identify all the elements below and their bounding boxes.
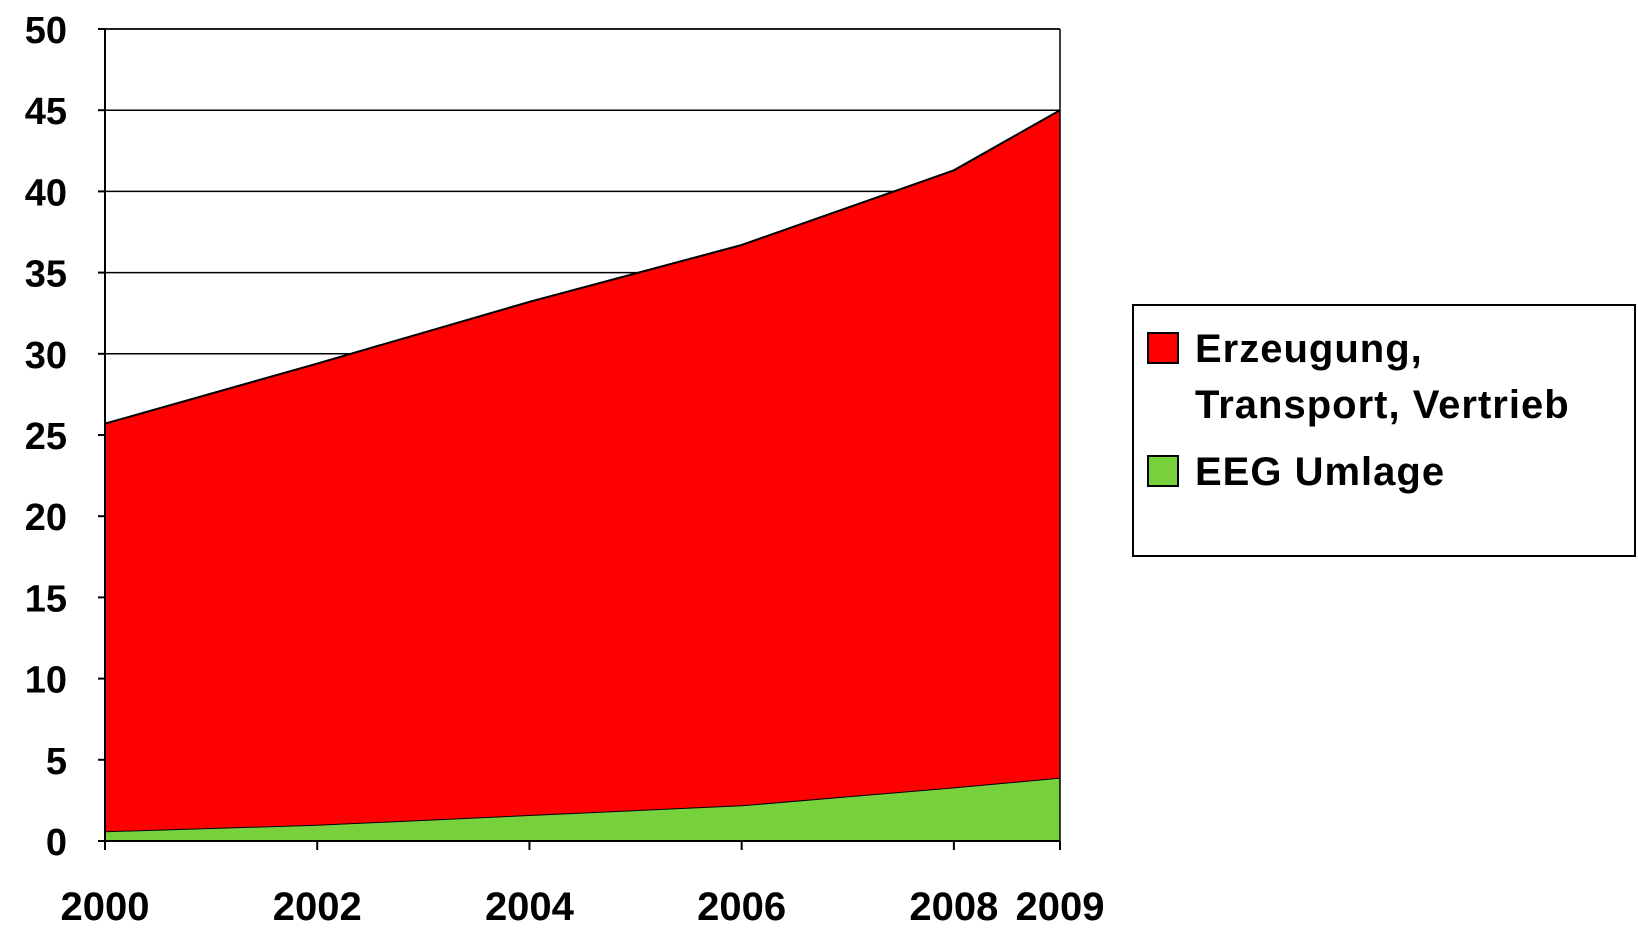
y-tick-label-15: 15 <box>25 578 67 620</box>
x-tick-label-2008: 2008 <box>909 885 998 929</box>
y-tick-label-30: 30 <box>25 335 67 377</box>
x-tick-label-2000: 2000 <box>61 885 150 929</box>
x-tick-label-2009: 2009 <box>1016 885 1105 929</box>
legend-label-eeg-umlage: EEG Umlage <box>1195 450 1445 494</box>
x-axis-tick-labels: 2000 2002 2004 2006 2008 2009 <box>61 885 1105 929</box>
area-edge-erzeugung-transport-vertrieb <box>104 109 1061 425</box>
area-series-eeg-umlage <box>105 777 1060 841</box>
axes <box>98 28 1061 850</box>
x-tick-label-2006: 2006 <box>697 885 786 929</box>
legend-box <box>1132 304 1636 557</box>
legend-swatch-eeg-umlage <box>1147 455 1179 487</box>
y-axis-tick-labels: 0 5 10 15 20 25 30 35 40 45 50 <box>25 10 67 864</box>
y-tick-label-25: 25 <box>25 416 67 458</box>
y-tick-label-5: 5 <box>46 741 67 783</box>
legend-label-erzeugung-transport-vertrieb-line-1: Erzeugung, <box>1195 327 1423 371</box>
series-areas <box>104 109 1061 841</box>
y-tick-label-0: 0 <box>46 822 67 864</box>
legend: Erzeugung, Transport, Vertrieb EEG Umlage <box>1132 304 1636 557</box>
x-tick-label-2004: 2004 <box>485 885 575 929</box>
x-tick-label-2002: 2002 <box>273 885 362 929</box>
y-tick-label-35: 35 <box>25 254 67 296</box>
area-series-erzeugung-transport-vertrieb <box>105 110 1060 832</box>
legend-label-erzeugung-transport-vertrieb-line-2: Transport, Vertrieb <box>1195 383 1570 427</box>
y-tick-label-20: 20 <box>25 497 67 539</box>
y-tick-label-50: 50 <box>25 10 67 52</box>
y-tick-label-10: 10 <box>25 660 67 702</box>
legend-swatch-erzeugung-transport-vertrieb <box>1147 332 1179 364</box>
y-tick-label-40: 40 <box>25 172 67 214</box>
y-tick-label-45: 45 <box>25 91 67 133</box>
